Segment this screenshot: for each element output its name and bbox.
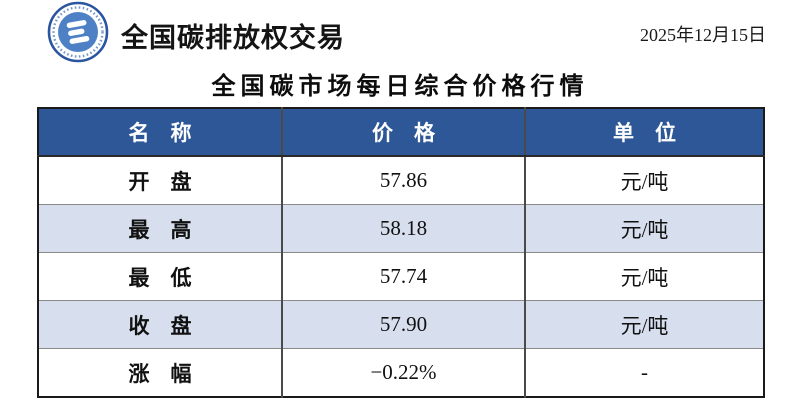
table-row-low: 最 低 57.74 元/吨 <box>38 252 764 301</box>
price-cell: 58.18 <box>281 204 526 253</box>
table-row-high: 最 高 58.18 元/吨 <box>38 204 764 253</box>
price-cell: 57.90 <box>281 300 526 349</box>
top-bar: 全国碳排放权交易 2025年12月15日 <box>0 0 800 66</box>
carbon-exchange-logo-icon <box>47 1 109 63</box>
price-cell: −0.22% <box>281 348 526 397</box>
page-title: 全国碳市场每日综合价格行情 <box>211 74 589 100</box>
report-date: 2025年12月15日 <box>640 25 766 45</box>
price-cell: 57.74 <box>281 252 526 301</box>
price-cell: 57.86 <box>281 155 526 205</box>
unit-cell: - <box>524 348 764 397</box>
name-cell: 涨 幅 <box>38 348 283 397</box>
name-cell: 最 高 <box>38 204 283 253</box>
unit-cell: 元/吨 <box>524 204 764 253</box>
brand-title: 全国碳排放权交易 <box>121 23 345 53</box>
table-row-change: 涨 幅 −0.22% - <box>38 348 764 397</box>
price-table: 名 称 价 格 单 位 开 盘 57.86 元/吨 最 高 58.18 元/吨 … <box>37 107 765 398</box>
table-row-close: 收 盘 57.90 元/吨 <box>38 300 764 349</box>
unit-cell: 元/吨 <box>524 155 764 205</box>
column-header-unit: 单 位 <box>524 108 764 157</box>
name-cell: 开 盘 <box>38 155 283 205</box>
column-header-name: 名 称 <box>38 108 283 157</box>
name-cell: 收 盘 <box>38 300 283 349</box>
column-header-price: 价 格 <box>281 108 526 157</box>
table-row-open: 开 盘 57.86 元/吨 <box>38 155 764 205</box>
unit-cell: 元/吨 <box>524 300 764 349</box>
unit-cell: 元/吨 <box>524 252 764 301</box>
table-header-row: 名 称 价 格 单 位 <box>38 108 764 157</box>
name-cell: 最 低 <box>38 252 283 301</box>
